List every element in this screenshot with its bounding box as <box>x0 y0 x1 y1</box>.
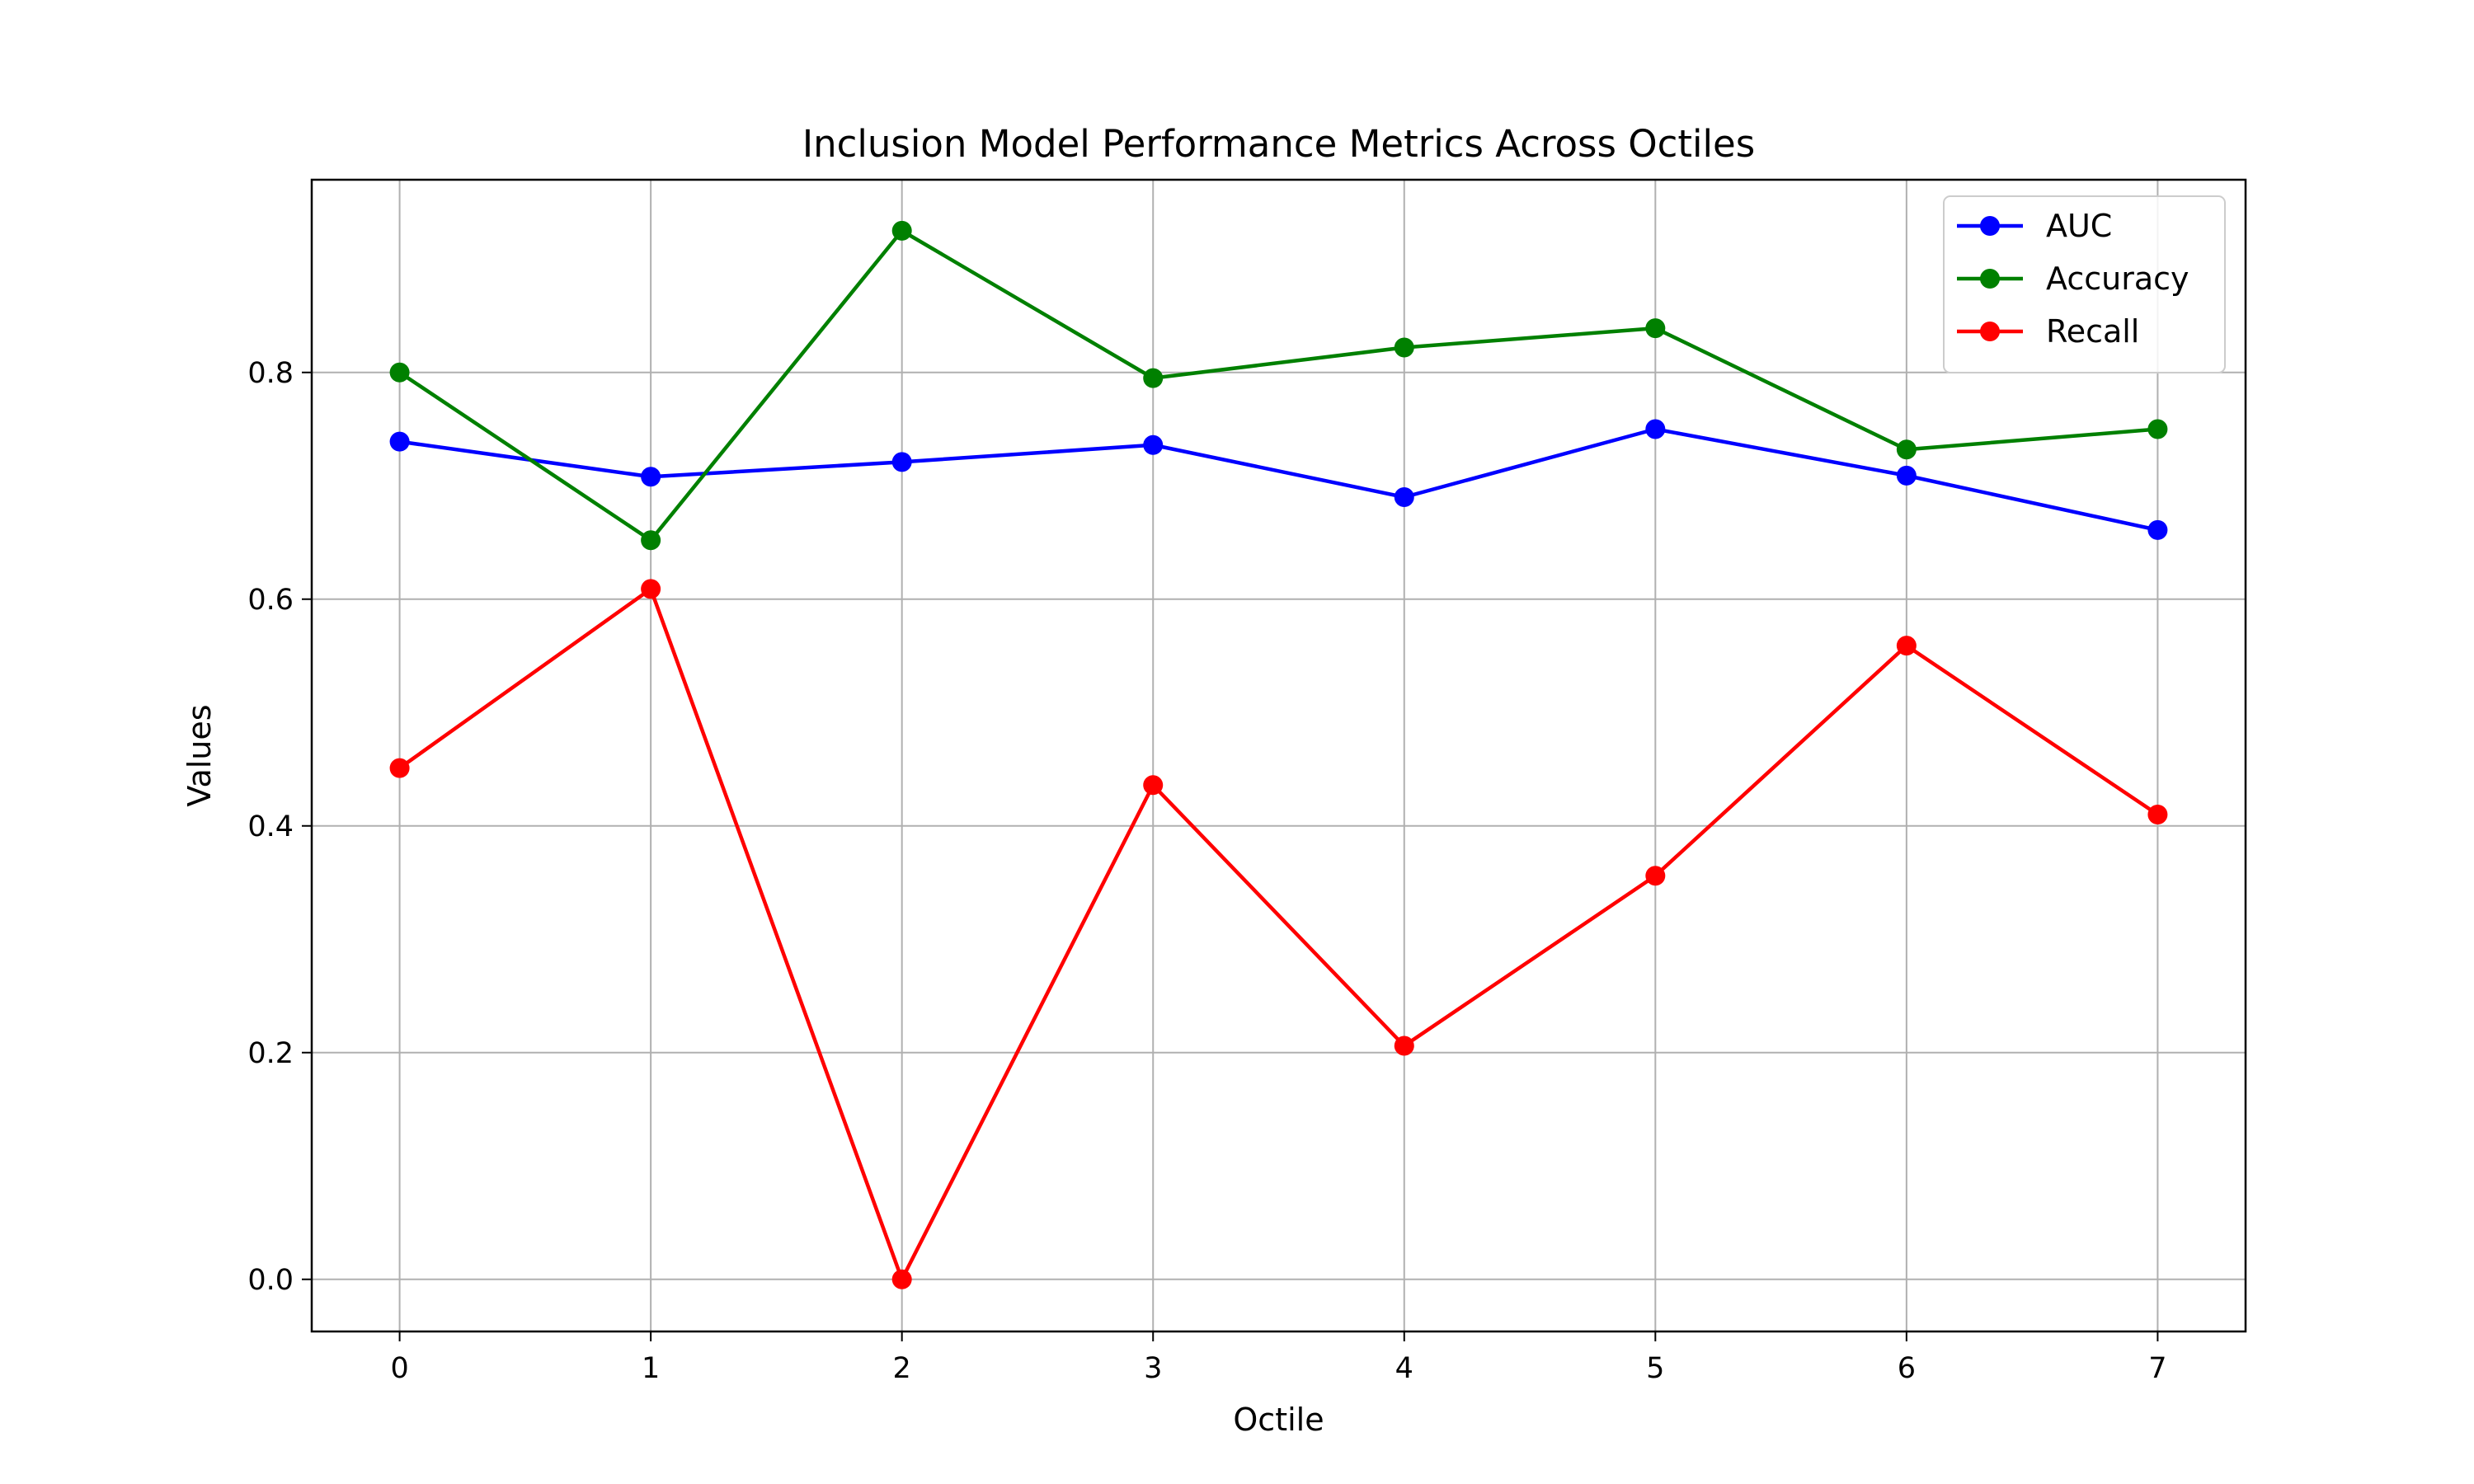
data-point-recall <box>891 1269 912 1289</box>
legend: AUC Accuracy Recall <box>1943 195 2226 373</box>
x-tick-label: 5 <box>1646 1352 1664 1385</box>
series-line-auc <box>399 427 2158 533</box>
x-tick-label: 7 <box>2148 1352 2166 1385</box>
x-tick-label: 2 <box>893 1352 911 1385</box>
legend-marker <box>1980 322 2000 341</box>
data-point-accuracy <box>1143 368 1164 388</box>
series-layer <box>389 220 2168 1289</box>
legend-box <box>1943 195 2226 373</box>
y-axis-label: Values <box>181 704 218 806</box>
data-point-recall <box>1394 1036 1414 1056</box>
data-point-auc <box>641 467 661 487</box>
data-point-auc <box>1394 487 1414 507</box>
data-point-accuracy <box>1645 318 1666 339</box>
data-point-recall <box>389 758 410 778</box>
x-tick-label: 4 <box>1395 1352 1413 1385</box>
series-accuracy <box>389 220 2168 551</box>
ticks: 0 1 2 3 4 5 6 7 0.0 0.2 0.4 0.6 0.8 <box>247 357 2166 1385</box>
y-tick-label: 0.6 <box>247 584 294 617</box>
chart-title: Inclusion Model Performance Metrics Acro… <box>802 122 1755 166</box>
data-point-auc <box>1896 465 1917 486</box>
data-point-auc <box>2147 519 2168 540</box>
data-point-auc <box>389 431 410 452</box>
data-point-auc <box>891 452 912 472</box>
y-tick-label: 0.4 <box>247 810 294 843</box>
data-point-recall <box>2147 805 2168 824</box>
data-point-auc <box>1143 434 1164 455</box>
legend-label: AUC <box>2046 208 2112 244</box>
data-point-recall <box>1896 636 1917 656</box>
x-tick-label: 0 <box>390 1352 408 1385</box>
y-tick-label: 0.2 <box>247 1037 294 1070</box>
x-tick-label: 1 <box>642 1352 660 1385</box>
legend-label: Accuracy <box>2046 261 2189 297</box>
y-tick-label: 0.8 <box>247 357 294 390</box>
legend-item-auc: AUC <box>1957 208 2112 244</box>
x-axis-label: Octile <box>1233 1402 1324 1438</box>
legend-item-accuracy: Accuracy <box>1957 261 2189 297</box>
data-point-accuracy <box>641 530 661 551</box>
data-point-accuracy <box>389 362 410 383</box>
legend-marker <box>1980 269 2000 289</box>
series-line-recall <box>398 587 2159 1281</box>
series-auc <box>389 419 2168 540</box>
data-point-recall <box>1645 866 1666 886</box>
data-point-accuracy <box>891 220 912 241</box>
legend-item-recall: Recall <box>1957 313 2139 350</box>
legend-marker <box>1980 216 2000 236</box>
x-tick-label: 3 <box>1144 1352 1162 1385</box>
x-tick-label: 6 <box>1898 1352 1916 1385</box>
data-point-recall <box>1143 775 1164 796</box>
series-line-accuracy <box>398 228 2158 542</box>
series-recall <box>389 579 2168 1289</box>
plot-frame <box>310 178 2247 1333</box>
data-point-recall <box>641 579 661 599</box>
data-point-auc <box>1645 419 1666 439</box>
data-point-accuracy <box>2147 419 2168 439</box>
data-point-accuracy <box>1896 439 1917 460</box>
legend-label: Recall <box>2046 313 2139 350</box>
y-tick-label: 0.0 <box>247 1264 294 1297</box>
data-point-accuracy <box>1394 337 1414 358</box>
